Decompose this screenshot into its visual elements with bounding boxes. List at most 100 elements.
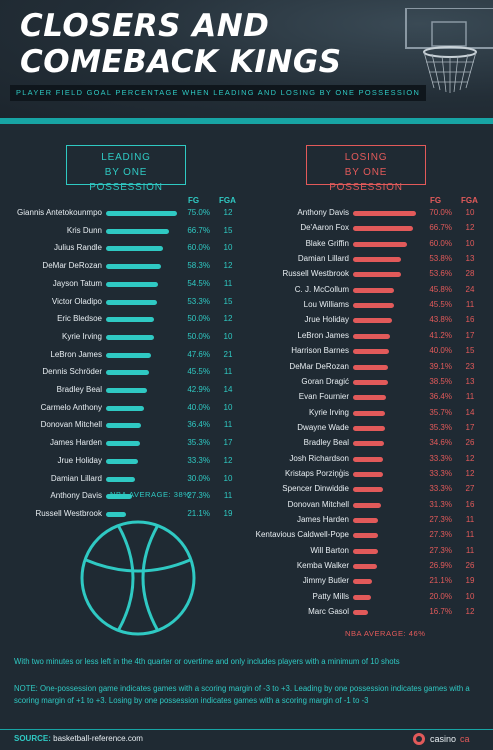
fg-value: 39.1% [429, 361, 452, 371]
player-name: Anthony Davis [50, 491, 102, 501]
brand-suffix: ca [460, 734, 470, 744]
fg-value: 27.3% [429, 545, 452, 555]
player-name: Goran Dragić [301, 376, 349, 386]
table-row: Kyrie Irving 50.0% 10 [0, 330, 493, 344]
leading-label: LEADING BY ONE POSSESSION [66, 145, 186, 193]
table-row: Josh Richardson 33.3% 12 [0, 452, 493, 466]
fg-value: 33.3% [187, 455, 210, 465]
player-name: Spencer Dinwiddie [282, 484, 349, 494]
fga-value: 15 [223, 225, 233, 235]
losing-label: LOSING BY ONE POSSESSION [306, 145, 426, 193]
fga-value: 11 [223, 367, 233, 377]
fg-value: 36.4% [429, 392, 452, 402]
table-row: Anthony Davis 27.3% 11 [0, 489, 493, 503]
fg-value: 43.8% [429, 315, 452, 325]
fga-value: 13 [465, 376, 475, 386]
fg-value: 33.3% [429, 484, 452, 494]
fg-bar [106, 334, 154, 340]
fg-value: 60.0% [429, 238, 452, 248]
fg-value: 47.6% [187, 349, 210, 359]
fga-value: 24 [465, 284, 475, 294]
player-name: Carmelo Anthony [40, 402, 102, 412]
fg-bar [353, 579, 372, 585]
player-name: Russell Westbrook [282, 269, 349, 279]
fga-value: 16 [465, 499, 475, 509]
fg-value: 16.7% [429, 607, 452, 617]
fg-value: 33.3% [429, 468, 452, 478]
fg-value: 45.5% [429, 300, 452, 310]
leading-fg-header: FG [188, 196, 200, 205]
fg-value: 31.3% [429, 499, 452, 509]
fg-value: 66.7% [429, 223, 452, 233]
player-name: Patty Mills [312, 591, 349, 601]
table-row: Russell Westbrook 53.6% 28 [0, 267, 493, 281]
fg-bar [353, 564, 377, 570]
player-name: James Harden [296, 515, 349, 524]
fg-value: 33.3% [429, 453, 452, 463]
fg-bar [353, 333, 390, 339]
fg-bar [353, 425, 385, 431]
table-row: Goran Dragić 38.5% 13 [0, 375, 493, 389]
fg-bar [353, 441, 384, 447]
fg-bar [353, 349, 389, 355]
fg-value: 54.5% [187, 278, 210, 288]
fg-bar [353, 241, 407, 247]
fg-bar [106, 352, 151, 358]
table-row: Damian Lillard 30.0% 10 [0, 472, 493, 486]
fg-value: 38.5% [429, 376, 452, 386]
fg-value: 60.0% [187, 243, 210, 253]
fg-bar [353, 379, 388, 385]
fg-bar [106, 494, 132, 500]
fg-bar [106, 264, 161, 270]
table-row: Victor Oladipo 53.3% 15 [0, 295, 493, 309]
fga-value: 17 [223, 438, 233, 448]
fg-bar [106, 405, 144, 411]
table-row: Jrue Holiday 43.8% 16 [0, 313, 493, 327]
header-banner: CLOSERS AND COMEBACK KINGS PLAYER FIELD … [0, 0, 493, 120]
leading-label-line1: LEADING [101, 152, 151, 163]
fga-value: 10 [465, 591, 475, 601]
fga-value: 15 [223, 296, 233, 306]
player-name: Josh Richardson [289, 453, 349, 463]
table-row: Bradley Beal 34.6% 26 [0, 436, 493, 450]
player-name: Bradley Beal [56, 385, 102, 394]
fg-value: 53.3% [187, 296, 210, 306]
player-name: Jimmy Butler [302, 576, 349, 586]
fg-bar [353, 364, 388, 370]
leading-fga-header: FGA [219, 196, 236, 205]
scope-note: With two minutes or less left in the 4th… [14, 657, 400, 666]
title-line-2: COMEBACK KINGS [20, 44, 342, 80]
player-name: Donovan Mitchell [40, 420, 102, 430]
table-row: Damian Lillard 53.8% 13 [0, 252, 493, 266]
fg-value: 40.0% [429, 346, 452, 356]
player-name: Damian Lillard [50, 473, 102, 483]
header-divider [0, 118, 493, 124]
player-name: DeMar DeRozan [42, 261, 102, 271]
table-row: Eric Bledsoe 50.0% 12 [0, 312, 493, 326]
table-row: Jrue Holiday 33.3% 12 [0, 454, 493, 468]
fga-value: 16 [465, 315, 475, 325]
fg-value: 41.2% [429, 330, 452, 340]
table-row: De'Aaron Fox 66.7% 12 [0, 221, 493, 235]
fga-value: 12 [223, 261, 233, 271]
table-row: Evan Fournier 36.4% 11 [0, 390, 493, 404]
basketball-hoop-icon [405, 8, 493, 93]
basketball-icon [80, 520, 196, 636]
player-name: Will Barton [310, 545, 349, 555]
fg-value: 66.7% [187, 225, 210, 235]
fg-bar [106, 511, 126, 517]
fga-value: 10 [223, 402, 233, 412]
table-row: Julius Randle 60.0% 10 [0, 241, 493, 255]
table-row: Russell Westbrook 21.1% 19 [0, 507, 493, 521]
player-name: James Harden [49, 438, 102, 448]
losing-label-line1: LOSING [344, 152, 388, 163]
table-row: Bradley Beal 42.9% 14 [0, 383, 493, 397]
fg-bar [353, 287, 394, 293]
player-name: Dennis Schröder [42, 367, 102, 377]
player-name: Bradley Beal [303, 438, 349, 448]
fg-value: 34.6% [429, 438, 452, 448]
table-row: Blake Griffin 60.0% 10 [0, 237, 493, 251]
table-row: Patty Mills 20.0% 10 [0, 590, 493, 604]
fga-value: 11 [223, 278, 233, 288]
fg-value: 50.0% [187, 314, 210, 324]
